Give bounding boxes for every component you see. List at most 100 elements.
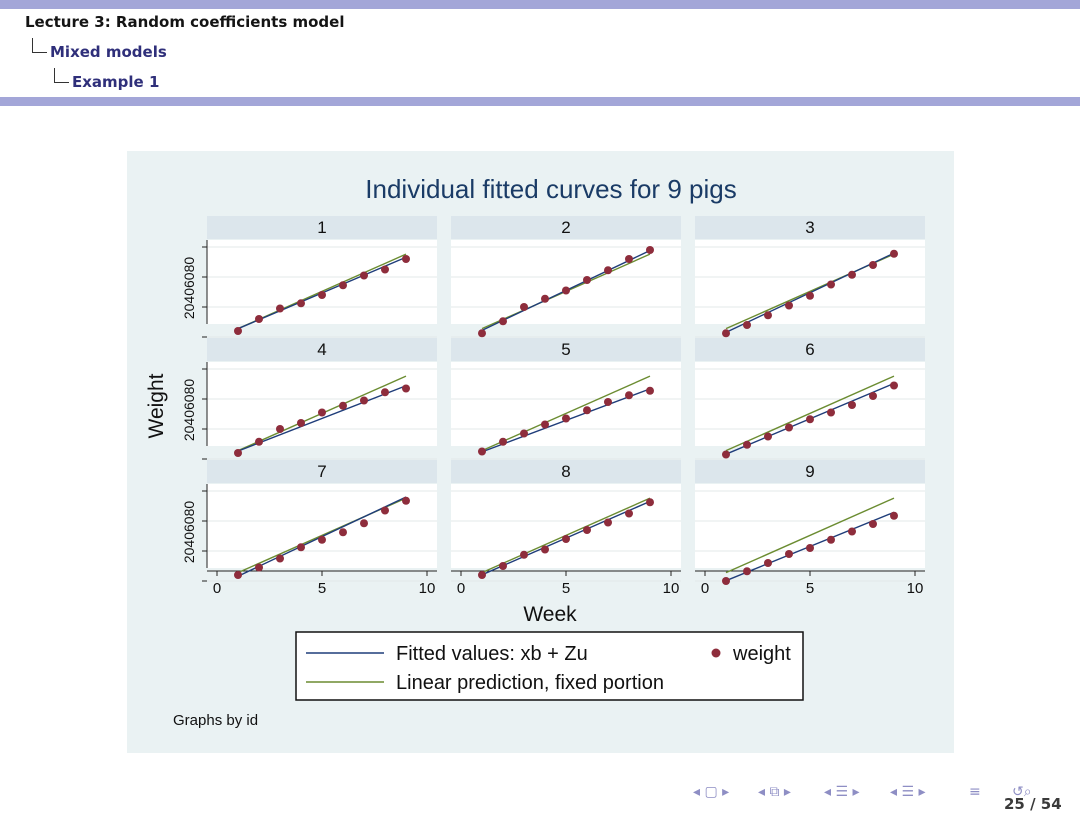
weight-point — [520, 550, 528, 559]
weight-point — [869, 392, 877, 400]
weight-point — [499, 437, 507, 446]
weight-point — [255, 437, 263, 446]
y-tick-labels: 20406080 — [181, 257, 197, 320]
weight-point — [764, 432, 772, 441]
weight-point — [722, 577, 730, 585]
weight-point — [360, 396, 368, 405]
panel-title: 3 — [805, 218, 814, 237]
x-tick-label: 5 — [806, 580, 814, 597]
weight-point — [520, 429, 528, 438]
breadcrumb-lecture[interactable]: Lecture 3: Random coefficients model — [25, 13, 345, 31]
nav-subsection-icon[interactable]: ◂ ⧉ ▸ — [758, 784, 791, 800]
chart-title: Individual fitted curves for 9 pigs — [365, 174, 736, 204]
panel-title-bar — [695, 216, 925, 239]
nav-frame-left-icon[interactable]: ◂ ▢ ▸ — [693, 784, 730, 800]
panel-title: 1 — [317, 218, 326, 237]
panel-title-bar — [207, 460, 437, 483]
page-number: 25 / 54 — [1004, 795, 1062, 813]
weight-point — [499, 562, 507, 570]
weight-point — [318, 291, 326, 299]
weight-point — [255, 563, 263, 572]
weight-point — [848, 270, 856, 279]
x-tick-label: 0 — [457, 580, 465, 597]
x-tick-label: 5 — [318, 580, 326, 597]
x-tick-label: 5 — [562, 580, 570, 597]
nav-align-icon[interactable]: ≡ — [969, 784, 981, 800]
nav-section-icon[interactable]: ◂ ☰ ▸ — [824, 784, 860, 800]
weight-point — [234, 449, 242, 457]
weight-point — [381, 506, 389, 515]
weight-point — [541, 294, 549, 303]
weight-point — [646, 498, 654, 507]
panel-plot-area — [207, 240, 437, 324]
panel-title: 8 — [561, 462, 570, 481]
weight-point — [743, 321, 751, 329]
weight-point — [583, 406, 591, 415]
nav-section-next-icon[interactable]: ◂ ☰ ▸ — [890, 784, 926, 800]
weight-point — [234, 327, 242, 335]
graphs-by-note: Graphs by id — [173, 712, 258, 729]
weight-point — [848, 401, 856, 409]
weight-point — [276, 425, 284, 433]
weight-point — [381, 265, 389, 274]
weight-point — [743, 440, 751, 449]
y-tick-labels: 20406080 — [181, 379, 197, 442]
panel-plot-area — [207, 484, 437, 568]
weight-point — [297, 543, 305, 552]
panel-plot-area — [695, 240, 925, 324]
weight-point — [276, 554, 284, 563]
weight-point — [499, 317, 507, 326]
panel-plot-area — [451, 362, 681, 446]
weight-point — [583, 526, 591, 534]
x-axis-label: Week — [523, 603, 577, 626]
weight-point — [604, 266, 612, 275]
weight-point — [827, 408, 835, 417]
panel-title-bar — [451, 338, 681, 361]
x-tick-label: 0 — [701, 580, 709, 597]
weight-point — [297, 299, 305, 308]
weight-point — [562, 414, 570, 423]
panel-plot-area — [695, 362, 925, 446]
legend-weight-marker — [711, 648, 721, 658]
weight-point — [583, 276, 591, 284]
panel-title: 2 — [561, 218, 570, 237]
panel-title: 5 — [561, 340, 570, 359]
weight-point — [562, 286, 570, 295]
legend-box — [295, 631, 804, 701]
weight-point — [541, 545, 549, 554]
nav-search-icon[interactable]: ↺⌕ — [1012, 784, 1032, 800]
weight-point — [381, 388, 389, 397]
panel-title-bar — [695, 460, 925, 483]
weight-point — [297, 419, 305, 427]
weight-point — [722, 450, 730, 459]
x-tick-label: 10 — [419, 580, 436, 597]
weight-point — [339, 281, 347, 290]
weight-point — [806, 544, 814, 552]
x-tick-label: 0 — [213, 580, 221, 597]
panel-grid: 1 20406080 2 3 4 20406080 5 6 7 20406080 0 5 10 8 0 5 10… — [181, 216, 925, 597]
pig-growth-chart: Individual fitted curves for 9 pigs 1 204… — [127, 151, 954, 753]
panel-plot-area — [451, 484, 681, 568]
weight-point — [869, 520, 877, 528]
panel-title: 9 — [805, 462, 814, 481]
weight-point — [339, 401, 347, 410]
weight-point — [764, 311, 772, 320]
y-axis-label: Weight — [145, 373, 168, 438]
x-tick-label: 10 — [907, 580, 924, 597]
weight-point — [402, 384, 410, 393]
weight-point — [827, 535, 835, 544]
weight-point — [722, 329, 730, 338]
weight-point — [360, 519, 368, 528]
breadcrumb-section[interactable]: Mixed models — [50, 43, 167, 61]
weight-point — [890, 381, 898, 390]
weight-point — [562, 535, 570, 543]
weight-point — [255, 315, 263, 323]
weight-point — [646, 246, 654, 254]
header-band-top — [0, 0, 1080, 9]
weight-point — [646, 386, 654, 395]
weight-point — [541, 420, 549, 429]
legend-fitted-label: Fitted values: xb + Zu — [396, 643, 588, 665]
breadcrumb-subsection[interactable]: Example 1 — [72, 73, 160, 91]
panel-plot-area — [207, 362, 437, 446]
panel-title-bar — [207, 216, 437, 239]
